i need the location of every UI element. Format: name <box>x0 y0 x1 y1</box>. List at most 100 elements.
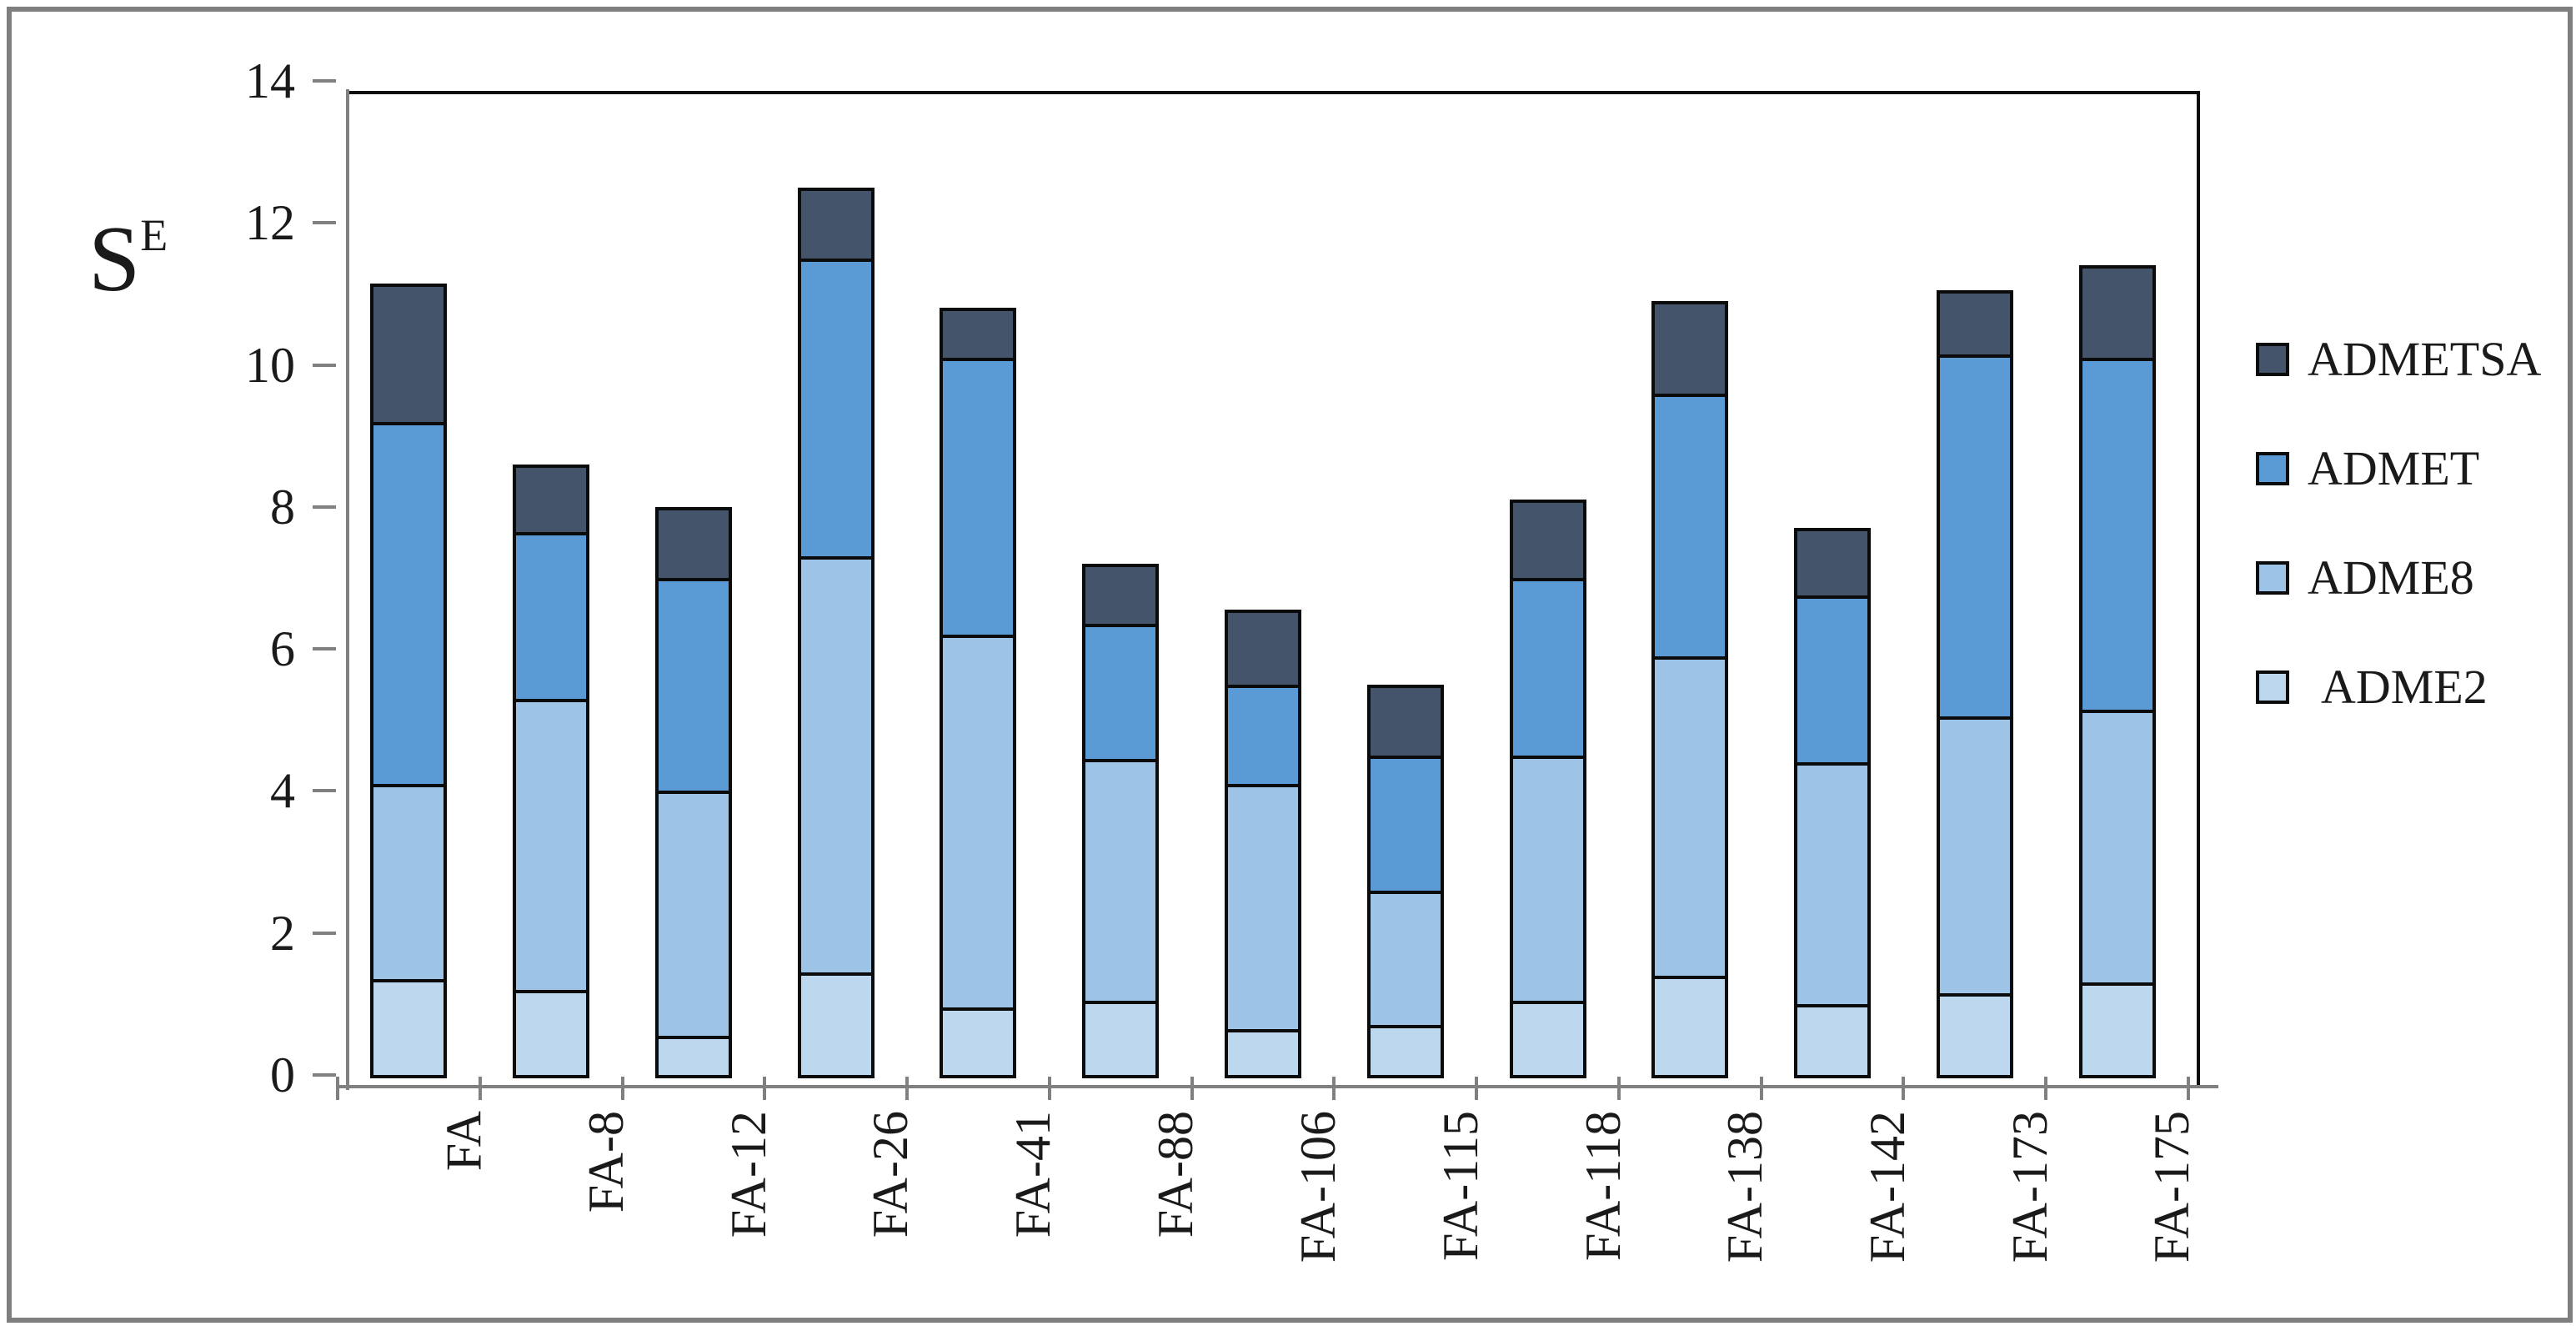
y-tick-label-6: 6 <box>270 621 295 677</box>
x-axis-tick-11 <box>1902 1077 1906 1100</box>
legend-item-ADME8: ADME8 <box>2256 551 2474 605</box>
bar-segment-ADME8-FA <box>370 783 448 983</box>
bar-segment-ADMET-FA-118 <box>1509 578 1586 759</box>
y-axis-title-superscript: E <box>140 210 170 260</box>
bar-segment-ADMETSA-FA-106 <box>1225 610 1301 688</box>
bar-segment-ADMET-FA-8 <box>513 531 590 702</box>
bar-segment-ADME8-FA-8 <box>513 698 590 993</box>
y-tick-label-0: 0 <box>270 1047 295 1102</box>
category-label-FA: FA <box>436 1111 492 1172</box>
y-tick-label-10: 10 <box>245 337 295 393</box>
y-axis-tick-2 <box>313 931 336 935</box>
bar-segment-ADMETSA-FA-173 <box>1936 290 2013 358</box>
x-axis-tick-8 <box>1475 1077 1479 1100</box>
bar-segment-ADME2-FA-88 <box>1082 1000 1160 1078</box>
x-axis-tick-5 <box>1047 1077 1051 1100</box>
bar-segment-ADME8-FA-41 <box>940 635 1017 1012</box>
y-axis-tick-10 <box>313 363 336 367</box>
bar-segment-ADME2-FA-106 <box>1225 1028 1301 1078</box>
x-axis-tick-6 <box>1190 1077 1194 1100</box>
x-axis-tick-10 <box>1759 1077 1763 1100</box>
x-axis-tick-2 <box>620 1077 624 1100</box>
bar-segment-ADME8-FA-26 <box>797 556 875 976</box>
bar-segment-ADMETSA-FA-118 <box>1509 500 1586 581</box>
bar-segment-ADMET-FA-175 <box>2078 358 2156 713</box>
category-label-FA-173: FA-173 <box>2002 1111 2057 1263</box>
y-tick-label-12: 12 <box>245 195 295 251</box>
x-axis-tick-3 <box>763 1077 767 1100</box>
bar-segment-ADMET-FA-41 <box>940 358 1017 639</box>
legend-item-ADMETSA: ADMETSA <box>2256 333 2541 386</box>
category-label-FA-12: FA-12 <box>720 1111 776 1238</box>
legend-swatch-ADME2 <box>2256 671 2289 704</box>
bar-segment-ADME2-FA-41 <box>940 1007 1017 1078</box>
bar-segment-ADME8-FA-118 <box>1509 755 1586 1004</box>
y-axis-tick-0 <box>313 1073 336 1077</box>
bar-segment-ADME8-FA-88 <box>1082 759 1160 1004</box>
bar-segment-ADME8-FA-142 <box>1794 762 1872 1007</box>
category-label-FA-175: FA-175 <box>2144 1111 2200 1263</box>
bar-segment-ADME2-FA-12 <box>654 1036 732 1078</box>
bar-segment-ADME8-FA-173 <box>1936 716 2013 997</box>
bar-segment-ADMETSA-FA-175 <box>2078 265 2156 362</box>
bar-segment-ADMET-FA-26 <box>797 258 875 560</box>
plot-frame-right <box>2197 91 2200 1088</box>
bar-segment-ADME2-FA-142 <box>1794 1003 1872 1078</box>
bar-segment-ADME8-FA-175 <box>2078 709 2156 987</box>
bar-segment-ADMET-FA-142 <box>1794 595 1872 766</box>
category-label-FA-118: FA-118 <box>1575 1111 1631 1261</box>
bar-segment-ADME8-FA-106 <box>1225 783 1301 1032</box>
legend-label-ADME2: ADME2 <box>2321 660 2488 714</box>
x-axis-tick-12 <box>2044 1077 2048 1100</box>
bar-segment-ADME8-FA-12 <box>654 791 732 1040</box>
category-label-FA-115: FA-115 <box>1432 1111 1488 1261</box>
legend-swatch-ADMETSA <box>2256 343 2289 376</box>
legend-swatch-ADME8 <box>2256 561 2289 595</box>
y-tick-label-2: 2 <box>270 905 295 961</box>
x-axis-tick-4 <box>905 1077 910 1100</box>
x-axis-tick-1 <box>478 1077 482 1100</box>
category-label-FA-142: FA-142 <box>1860 1111 1916 1263</box>
x-axis-tick-0 <box>336 1077 339 1100</box>
y-tick-label-4: 4 <box>270 763 295 819</box>
y-axis <box>346 89 349 1090</box>
y-axis-title-base: S <box>88 208 141 311</box>
y-axis-tick-4 <box>313 789 336 793</box>
bar-segment-ADME2-FA-173 <box>1936 993 2013 1078</box>
bar-segment-ADMETSA-FA-115 <box>1366 684 1444 759</box>
legend-label-ADME8: ADME8 <box>2308 550 2474 605</box>
bar-segment-ADME2-FA-118 <box>1509 1000 1586 1078</box>
bar-segment-ADME2-FA-138 <box>1651 975 1729 1078</box>
x-axis-tick-13 <box>2187 1077 2190 1100</box>
y-axis-tick-8 <box>313 505 336 509</box>
bar-segment-ADME2-FA-175 <box>2078 982 2156 1078</box>
y-tick-label-14: 14 <box>245 53 295 108</box>
bar-segment-ADMETSA-FA-12 <box>654 506 732 581</box>
bar-segment-ADME8-FA-115 <box>1366 890 1444 1029</box>
bar-segment-ADMET-FA-138 <box>1651 393 1729 660</box>
category-label-FA-138: FA-138 <box>1717 1111 1773 1263</box>
y-axis-tick-12 <box>313 221 336 225</box>
legend-item-ADME2: ADME2 <box>2256 660 2488 714</box>
bar-segment-ADMETSA-FA-88 <box>1082 563 1160 628</box>
legend-label-ADMETSA: ADMETSA <box>2308 332 2542 386</box>
bar-segment-ADMET-FA-12 <box>654 578 732 795</box>
y-axis-title: SE <box>88 188 169 306</box>
bar-segment-ADME2-FA <box>370 979 448 1078</box>
plot-frame-top <box>349 91 2200 94</box>
bar-segment-ADME8-FA-138 <box>1651 655 1729 979</box>
bar-segment-ADMET-FA-106 <box>1225 684 1301 787</box>
bar-segment-ADMETSA-FA-26 <box>797 187 875 262</box>
x-axis-tick-9 <box>1616 1077 1621 1100</box>
y-axis-tick-14 <box>313 79 336 83</box>
legend-label-ADMET: ADMET <box>2308 441 2480 495</box>
bar-segment-ADME2-FA-8 <box>513 989 590 1078</box>
bar-segment-ADMETSA-FA-142 <box>1794 528 1872 600</box>
bar-segment-ADMETSA-FA-138 <box>1651 300 1729 397</box>
bar-segment-ADMETSA-FA <box>370 283 448 425</box>
bar-segment-ADME2-FA-115 <box>1366 1025 1444 1078</box>
category-label-FA-88: FA-88 <box>1148 1111 1204 1238</box>
legend-item-ADMET: ADMET <box>2256 442 2479 495</box>
bar-segment-ADMET-FA <box>370 421 448 787</box>
category-label-FA-106: FA-106 <box>1291 1111 1346 1263</box>
